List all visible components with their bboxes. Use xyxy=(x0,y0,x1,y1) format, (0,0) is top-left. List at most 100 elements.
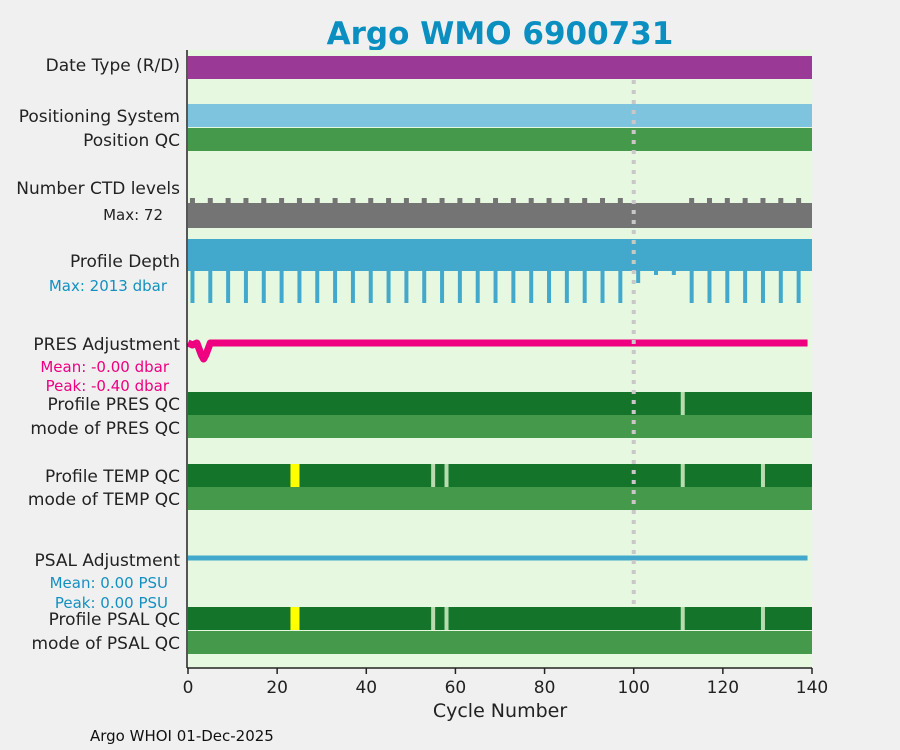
date-type-bar xyxy=(188,56,812,79)
label-mode-pres-qc: mode of PRES QC xyxy=(30,419,180,439)
profile-psal-qc-bar xyxy=(188,607,812,630)
profile-pres-qc-bar xyxy=(188,392,812,415)
deep-profile-spike xyxy=(226,270,231,303)
label-pres-adjustment: PRES Adjustment xyxy=(33,335,180,355)
ctd-level-tick xyxy=(778,198,784,204)
x-tick-label: 80 xyxy=(534,678,556,698)
shallow-profile-spike xyxy=(654,270,658,275)
x-tick-label: 0 xyxy=(183,678,194,698)
ctd-level-tick xyxy=(689,198,695,204)
label-depth-max: Max: 2013 dbar xyxy=(49,277,168,295)
label-pres-peak: Peak: -0.40 dbar xyxy=(46,377,170,395)
ctd-level-tick xyxy=(564,198,570,204)
deep-profile-spike xyxy=(511,270,516,303)
ctd-levels-bar xyxy=(188,203,812,228)
x-tick-label: 40 xyxy=(355,678,377,698)
deep-profile-spike xyxy=(707,270,712,303)
pres-adjustment-line xyxy=(186,339,808,363)
label-profile-depth: Profile Depth xyxy=(70,252,180,272)
deep-profile-spike xyxy=(422,270,427,303)
deep-profile-spike xyxy=(297,270,302,303)
deep-profile-spike xyxy=(208,270,213,303)
ctd-level-tick xyxy=(421,198,427,204)
deep-profile-spike xyxy=(386,270,391,303)
deep-profile-spike xyxy=(404,270,409,303)
label-profile-pres-qc: Profile PRES QC xyxy=(47,395,180,415)
ctd-level-tick xyxy=(742,198,748,204)
ctd-level-tick xyxy=(296,198,302,204)
ctd-level-tick xyxy=(510,198,516,204)
deep-profile-spike xyxy=(493,270,498,303)
label-psal-adjustment: PSAL Adjustment xyxy=(35,551,181,571)
ctd-level-tick xyxy=(600,198,606,204)
deep-profile-spike xyxy=(333,270,338,303)
ctd-level-tick xyxy=(207,198,213,204)
ctd-level-tick xyxy=(225,198,231,204)
x-axis-label: Cycle Number xyxy=(433,700,567,722)
deep-profile-spike xyxy=(760,270,765,303)
qc-gap-mark xyxy=(760,464,765,487)
deep-profile-spike xyxy=(457,270,462,303)
label-mode-psal-qc: mode of PSAL QC xyxy=(31,634,180,654)
deep-profile-spike xyxy=(547,270,552,303)
label-profile-temp-qc: Profile TEMP QC xyxy=(45,467,180,487)
deep-profile-spike xyxy=(440,270,445,303)
deep-profile-spike xyxy=(350,270,355,303)
deep-profile-spike xyxy=(368,270,373,303)
deep-profile-spike xyxy=(261,270,266,303)
label-date-type: Date Type (R/D) xyxy=(46,56,180,76)
deep-profile-spike xyxy=(725,270,730,303)
deep-profile-spike xyxy=(475,270,480,303)
x-tick-label: 60 xyxy=(445,678,467,698)
deep-profile-spike xyxy=(315,270,320,303)
deep-profile-spike xyxy=(600,270,605,303)
x-tick-label: 140 xyxy=(796,678,828,698)
ctd-level-tick xyxy=(528,198,534,204)
ctd-level-tick xyxy=(617,198,623,204)
mode-pres-qc-bar xyxy=(188,415,812,438)
qc-gap-mark xyxy=(680,392,685,415)
ctd-level-tick xyxy=(706,198,712,204)
deep-profile-spike xyxy=(796,270,801,303)
qc-gap-mark xyxy=(444,607,449,630)
ctd-level-tick xyxy=(314,198,320,204)
deep-profile-spike xyxy=(743,270,748,303)
qc-gap-mark xyxy=(680,607,685,630)
profile-temp-qc-bar xyxy=(188,464,812,487)
ctd-level-tick xyxy=(475,198,481,204)
qc-gap-mark xyxy=(760,607,765,630)
qc-flag3-mark xyxy=(290,464,300,487)
qc-gap-mark xyxy=(431,464,436,487)
position-qc-bar xyxy=(188,128,812,151)
x-tick-label: 20 xyxy=(266,678,288,698)
ctd-level-tick xyxy=(457,198,463,204)
ctd-level-tick xyxy=(403,198,409,204)
qc-gap-mark xyxy=(680,464,685,487)
label-profile-psal-qc: Profile PSAL QC xyxy=(49,610,180,630)
ctd-level-tick xyxy=(261,198,267,204)
x-tick-label: 120 xyxy=(707,678,739,698)
shallow-profile-spike xyxy=(636,270,641,283)
deep-profile-spike xyxy=(778,270,783,303)
label-ctd-levels: Number CTD levels xyxy=(16,179,180,199)
deep-profile-spike xyxy=(689,270,694,303)
mode-psal-qc-bar xyxy=(188,631,812,654)
ctd-level-tick xyxy=(439,198,445,204)
label-psal-mean: Mean: 0.00 PSU xyxy=(50,574,168,592)
label-pres-mean: Mean: -0.00 dbar xyxy=(40,358,170,376)
deep-profile-spike xyxy=(243,270,248,303)
label-mode-temp-qc: mode of TEMP QC xyxy=(28,490,180,510)
label-psal-peak: Peak: 0.00 PSU xyxy=(55,594,168,612)
qc-flag3-mark xyxy=(290,607,300,630)
ctd-level-tick xyxy=(332,198,338,204)
deep-profile-spike xyxy=(190,270,195,303)
label-position-qc: Position QC xyxy=(83,131,180,151)
ctd-level-tick xyxy=(279,198,285,204)
ctd-level-tick xyxy=(243,198,249,204)
deep-profile-spike xyxy=(564,270,569,303)
ctd-level-tick xyxy=(493,198,499,204)
ctd-level-tick xyxy=(189,198,195,204)
shallow-profile-spike xyxy=(671,270,676,275)
ctd-level-tick xyxy=(386,198,392,204)
